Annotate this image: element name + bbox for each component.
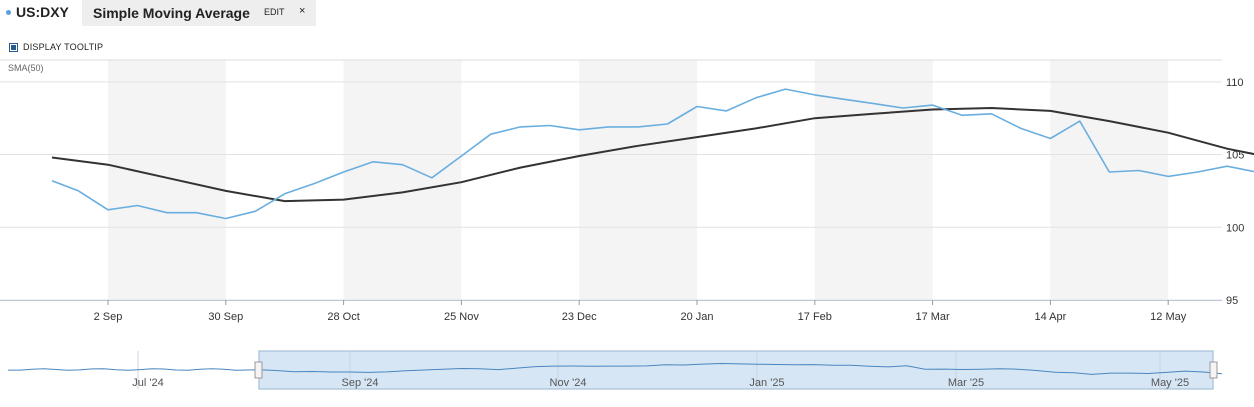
x-tick-label: 28 Oct	[327, 311, 359, 323]
close-icon[interactable]: ×	[299, 5, 306, 17]
symbol-label: US:DXY	[6, 4, 69, 20]
study-title: Simple Moving Average	[93, 5, 250, 21]
navigator-tick-label: Jul '24	[132, 377, 163, 389]
navigator-tick-label: Nov '24	[550, 377, 587, 389]
navigator-left-handle[interactable]	[254, 361, 263, 379]
x-tick-label: 12 May	[1150, 311, 1187, 323]
navigator-tick-label: Mar '25	[948, 377, 984, 389]
edit-button[interactable]: EDIT	[264, 7, 285, 17]
x-tick-label: 17 Mar	[915, 311, 950, 323]
band	[814, 60, 933, 300]
study-label: SMA(50)	[8, 63, 44, 73]
x-tick-label: 2 Sep	[94, 311, 123, 323]
navigator-selection[interactable]	[258, 350, 1214, 390]
band	[108, 60, 226, 300]
y-tick-label: 105	[1226, 150, 1244, 162]
alternating-bands	[108, 60, 1169, 300]
main-chart[interactable]: 2 Sep 30 Sep 28 Oct 25 Nov 23 Dec 20 Jan 17 Fe…	[0, 0, 1254, 340]
navigator-tick-label: Jan '25	[749, 377, 784, 389]
navigator-right-handle[interactable]	[1209, 361, 1218, 379]
chart-header: US:DXY Simple Moving Average EDIT ×	[0, 0, 1254, 27]
y-tick-label: 110	[1226, 77, 1244, 89]
y-tick-label: 100	[1226, 222, 1244, 234]
navigator[interactable]: Jul '24 Sep '24 Nov '24 Jan '25 Mar '25 May '…	[0, 345, 1254, 395]
navigator-series-line	[8, 362, 1223, 375]
y-tick-label: 95	[1226, 295, 1238, 307]
series-dot-icon	[6, 9, 11, 15]
checkbox-checked-icon[interactable]	[9, 42, 18, 52]
x-tick-label: 25 Nov	[444, 311, 479, 323]
study-tab: Simple Moving Average EDIT ×	[82, 0, 316, 26]
x-tick-label: 23 Dec	[562, 311, 597, 323]
sma-series-line	[51, 106, 1254, 203]
display-tooltip-toggle[interactable]: DISPLAY TOOLTIP	[9, 42, 103, 52]
navigator-grid	[137, 351, 1161, 389]
price-series-line	[51, 88, 1254, 220]
x-tick-label: 14 Apr	[1034, 311, 1066, 323]
display-tooltip-label: DISPLAY TOOLTIP	[23, 42, 104, 52]
x-tick-label: 20 Jan	[680, 311, 713, 323]
navigator-tick-label: May '25	[1151, 377, 1189, 389]
x-tick-label: 17 Feb	[798, 311, 832, 323]
band	[579, 60, 697, 300]
navigator-ticks: Jul '24 Sep '24 Nov '24 Jan '25 Mar '25 May '…	[132, 377, 1189, 389]
symbol-text: US:DXY	[16, 4, 69, 20]
y-axis-ticks: 110 105 100 95	[1226, 77, 1244, 307]
x-axis-ticks: 2 Sep 30 Sep 28 Oct 25 Nov 23 Dec 20 Jan 17 Fe…	[94, 300, 1187, 323]
band	[343, 60, 462, 300]
band	[1050, 60, 1169, 300]
navigator-tick-label: Sep '24	[342, 377, 379, 389]
x-tick-label: 30 Sep	[208, 311, 243, 323]
